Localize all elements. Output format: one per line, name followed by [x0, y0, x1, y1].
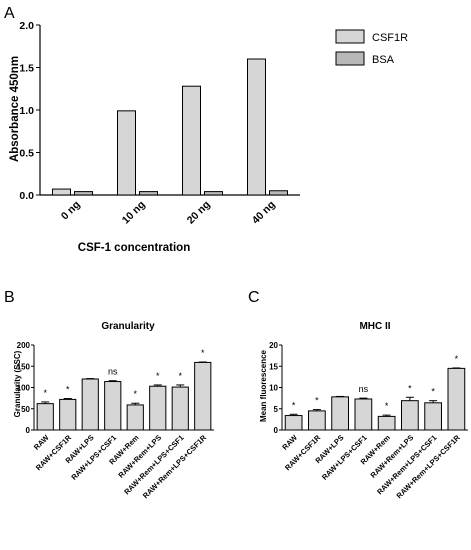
- y-tick-label-b: 0: [26, 426, 31, 435]
- legend-label-csf1r: CSF1R: [372, 32, 408, 44]
- y-tick-label-c: 15: [269, 362, 278, 371]
- panel-letter-a: A: [4, 5, 15, 22]
- significance-label: *: [315, 396, 319, 406]
- significance-label: ns: [359, 384, 369, 394]
- panel-letter-b: B: [4, 289, 15, 306]
- significance-label: *: [201, 348, 205, 358]
- legend-swatch-csf1r: [335, 29, 365, 44]
- significance-label: *: [292, 400, 296, 410]
- y-tick-label-a: 0.5: [19, 148, 34, 160]
- significance-label: *: [178, 371, 182, 381]
- chart-title-b: Granularity: [101, 321, 155, 332]
- panel-letter-c: C: [248, 289, 260, 306]
- bar-raw-lps: [331, 396, 349, 431]
- legend-label-bsa: BSA: [372, 54, 395, 66]
- y-tick-label-a: 0.0: [19, 190, 34, 202]
- significance-label: *: [66, 385, 70, 395]
- bar-csf1r-0-ng: [52, 188, 71, 196]
- bar-raw-rem-lps-csf1: [171, 386, 189, 431]
- y-tick-label-a: 1.5: [19, 63, 34, 75]
- x-tick-label-a: 20 ng: [185, 199, 213, 227]
- y-tick-label-b: 150: [17, 362, 31, 371]
- bar-raw-csf1r: [308, 410, 326, 431]
- y-axis-label-b: Granularity (SSC): [13, 350, 22, 417]
- bar-raw-lps: [81, 378, 99, 431]
- y-axis-label-c: Mean fluorescence: [259, 349, 268, 422]
- legend-a: CSF1R BSA: [335, 29, 408, 66]
- bar-csf1r-10-ng: [117, 110, 136, 196]
- y-tick-label-c: 5: [274, 405, 279, 414]
- significance-label: ns: [108, 367, 118, 377]
- bar-bsa-40-ng: [269, 190, 288, 196]
- significance-label: *: [385, 401, 389, 411]
- bar-raw-rem-lps-csf1r: [194, 361, 212, 431]
- chart-b: 050100150200*RAW*RAW+CSF1RRAW+LPSnsRAW+L…: [17, 341, 214, 500]
- significance-label: *: [408, 383, 412, 393]
- bar-csf1r-20-ng: [182, 85, 201, 196]
- bar-raw-lps-csf1: [104, 381, 122, 431]
- significance-label: *: [156, 371, 160, 381]
- bar-raw-rem-lps: [401, 400, 419, 431]
- y-tick-label-a: 1.0: [19, 105, 34, 117]
- bar-bsa-0-ng: [74, 191, 93, 196]
- x-tick-label-b: RAW: [32, 432, 51, 451]
- chart-c: 05101520*RAW*RAW+CSF1RRAW+LPSnsRAW+LPS+C…: [269, 341, 468, 500]
- bar-raw-lps-csf1: [354, 398, 373, 431]
- x-tick-label-a: 0 ng: [59, 199, 83, 223]
- bar-bsa-10-ng: [139, 191, 158, 196]
- bar-raw-rem-lps: [149, 385, 167, 431]
- bar-raw-rem: [377, 415, 396, 431]
- y-tick-label-c: 0: [274, 426, 279, 435]
- bar-raw-csf1r: [59, 398, 77, 431]
- y-tick-label-c: 20: [269, 341, 278, 350]
- bar-raw: [284, 415, 303, 431]
- significance-label: *: [43, 388, 47, 398]
- x-tick-label-a: 40 ng: [250, 199, 278, 227]
- x-tick-label-c: RAW: [280, 432, 299, 451]
- x-axis-label-a: CSF-1 concentration: [78, 242, 190, 254]
- bar-csf1r-40-ng: [247, 58, 266, 196]
- significance-label: *: [455, 354, 459, 364]
- x-tick-label-a: 10 ng: [120, 199, 148, 227]
- chart-title-c: MHC II: [359, 321, 390, 332]
- bar-raw: [36, 403, 54, 431]
- y-axis-label-a: Absorbance 450nm: [9, 56, 21, 162]
- chart-a: 0.0 0.5 1.0 1.5 2.0 0 ng 10 ng 20 ng 40 ng: [19, 20, 300, 227]
- significance-label: *: [133, 389, 137, 399]
- bar-raw-rem: [126, 404, 144, 431]
- y-tick-label-b: 100: [17, 384, 31, 393]
- bar-bsa-20-ng: [204, 191, 223, 196]
- bar-raw-rem-lps-csf1: [424, 402, 442, 431]
- y-tick-label-b: 50: [21, 405, 30, 414]
- y-tick-label-a: 2.0: [19, 20, 34, 32]
- legend-swatch-bsa: [335, 51, 365, 66]
- significance-label: *: [431, 387, 435, 397]
- bar-raw-rem-lps-csf1r: [447, 367, 466, 431]
- y-tick-label-b: 200: [17, 341, 31, 350]
- y-tick-label-c: 10: [269, 384, 278, 393]
